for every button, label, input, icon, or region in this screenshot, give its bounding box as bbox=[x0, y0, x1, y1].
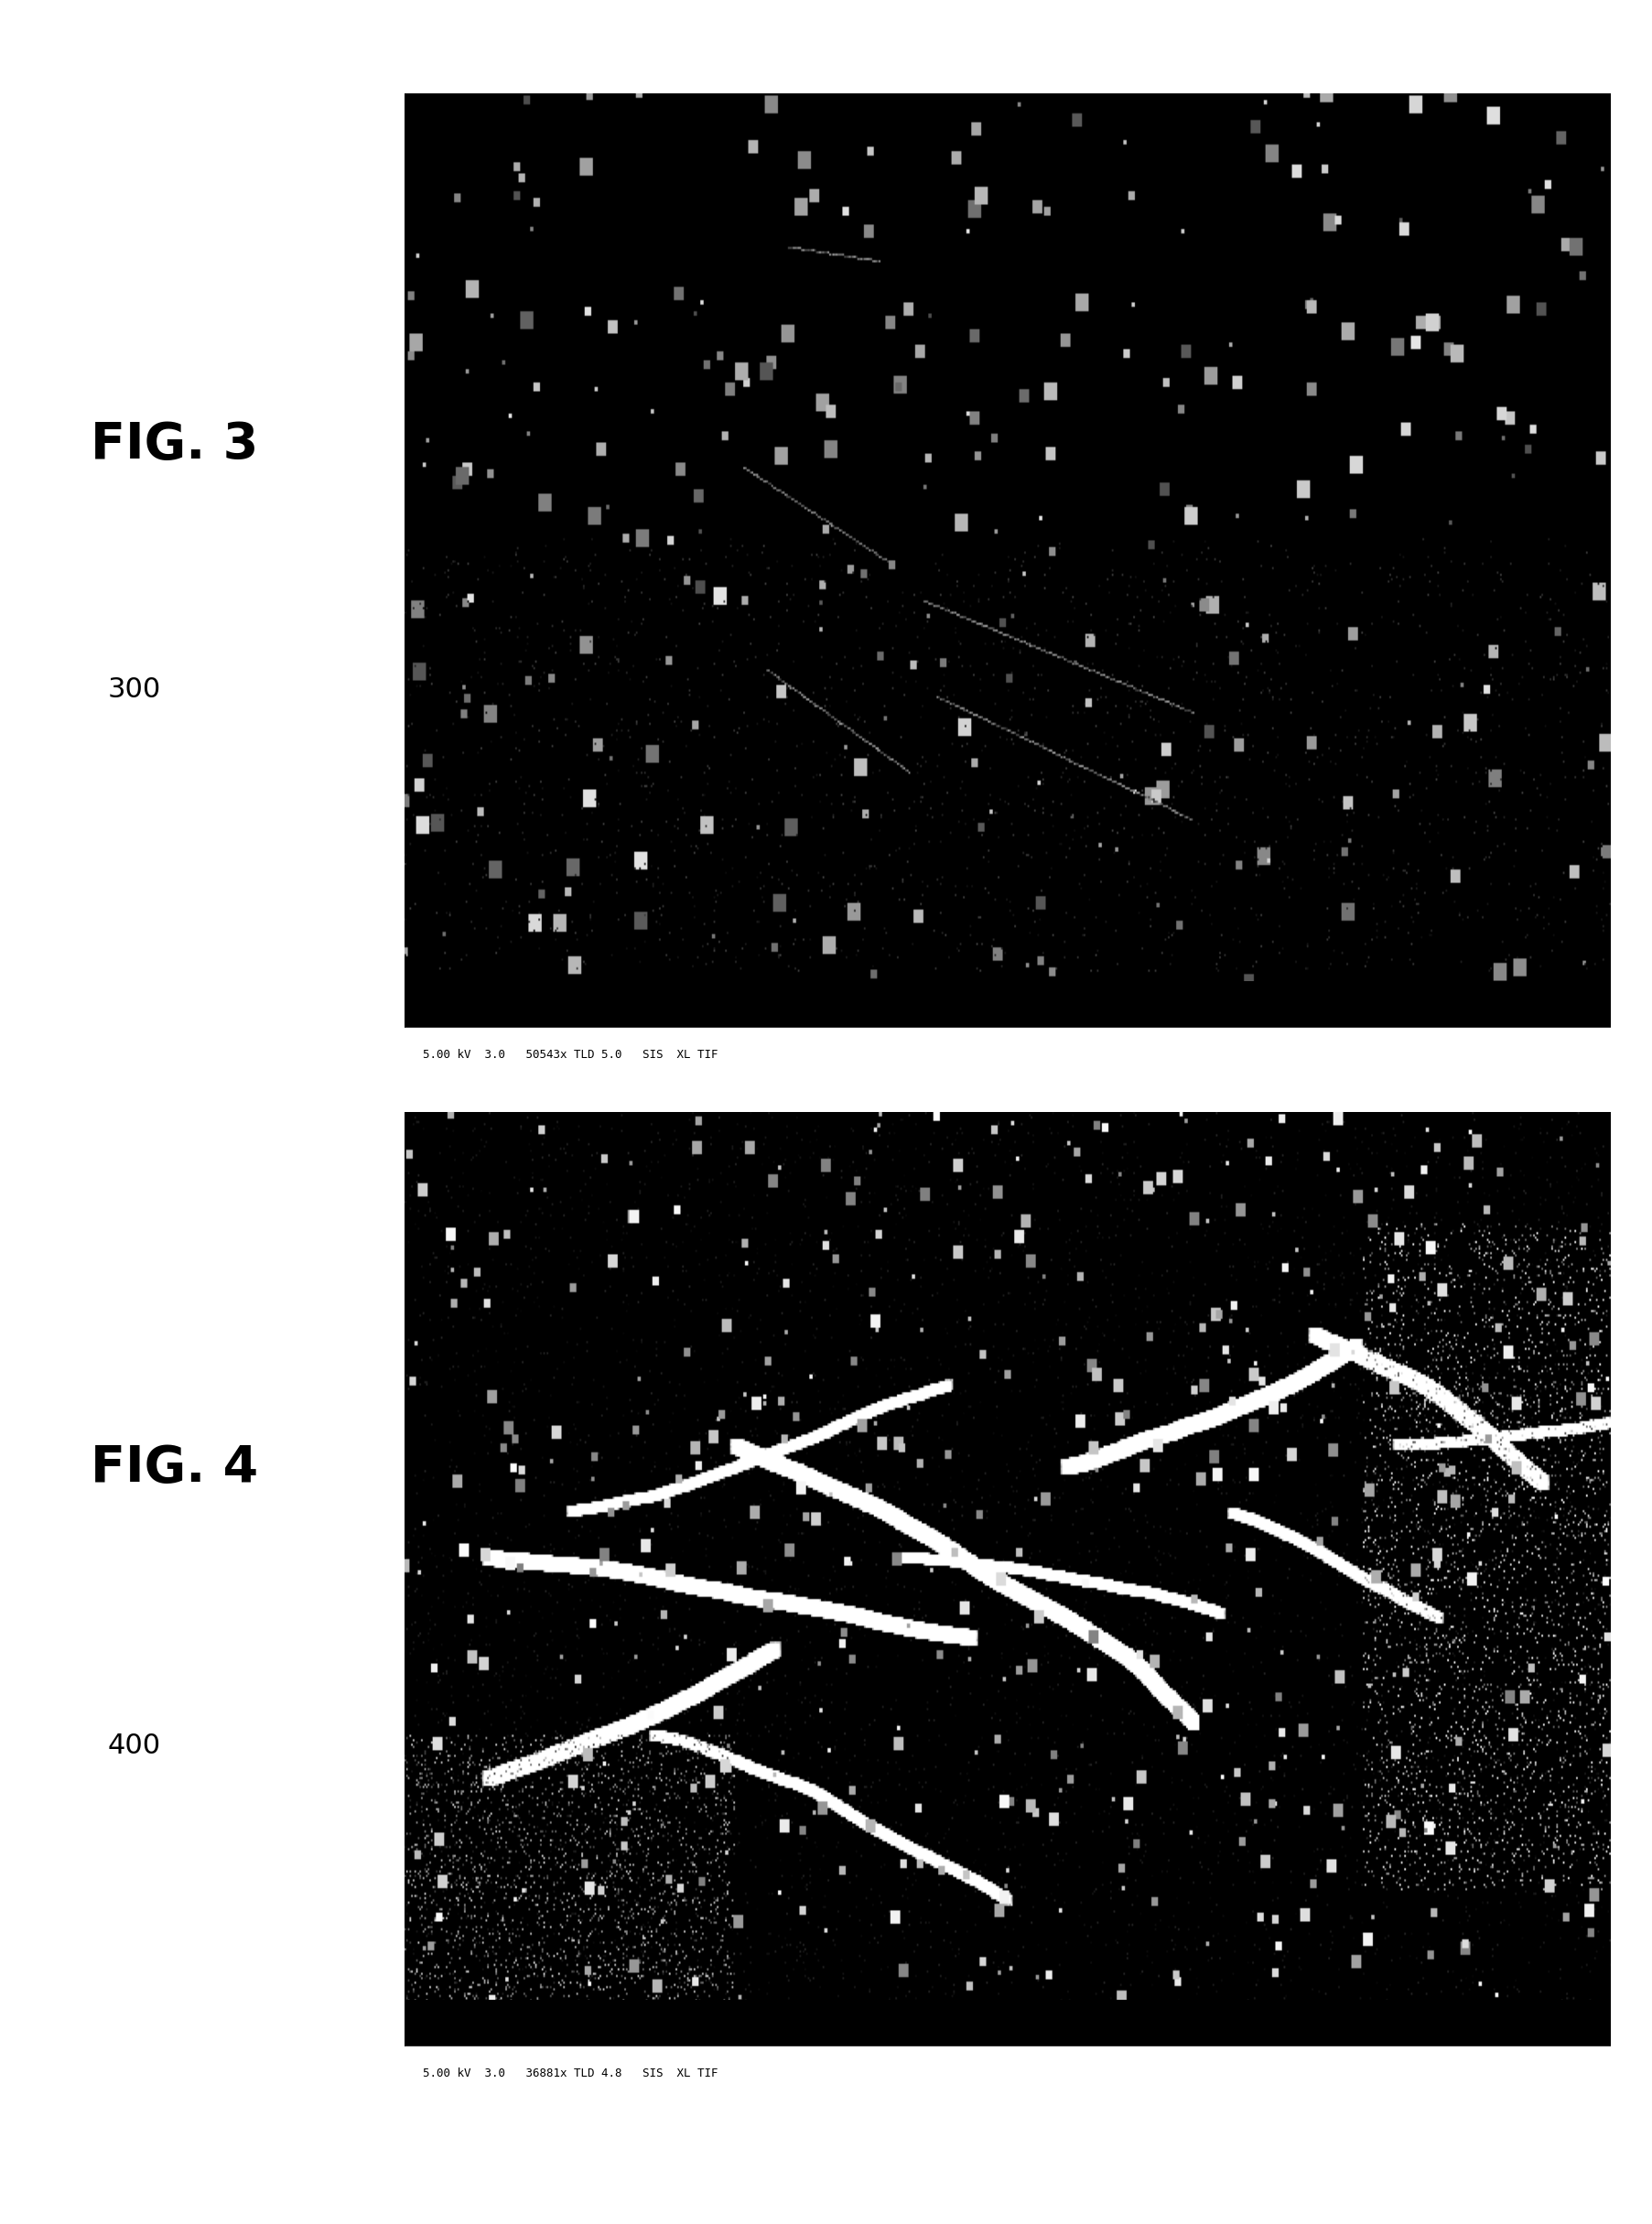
Text: 5.00 kV  3.0   36881x TLD 4.8   SIS  XL TIF: 5.00 kV 3.0 36881x TLD 4.8 SIS XL TIF bbox=[423, 2068, 719, 2079]
Text: Acc.V  Spot Magn   Det  WD: Acc.V Spot Magn Det WD bbox=[423, 999, 601, 1010]
Text: 500 nm: 500 nm bbox=[1274, 996, 1332, 1012]
Text: 5.00 kV  3.0   50543x TLD 5.0   SIS  XL TIF: 5.00 kV 3.0 50543x TLD 5.0 SIS XL TIF bbox=[423, 1050, 719, 1061]
Text: FIG. 3: FIG. 3 bbox=[91, 420, 259, 469]
Text: 400: 400 bbox=[107, 1732, 160, 1759]
Text: 300: 300 bbox=[107, 676, 160, 703]
Bar bbox=[405, 2046, 1611, 2097]
Text: FIG. 4: FIG. 4 bbox=[91, 1443, 258, 1492]
Text: 500 nm: 500 nm bbox=[1274, 2015, 1332, 2031]
Text: Acc.V  Spot Magn   Det  WD: Acc.V Spot Magn Det WD bbox=[423, 2017, 601, 2028]
Bar bbox=[405, 1027, 1611, 1079]
